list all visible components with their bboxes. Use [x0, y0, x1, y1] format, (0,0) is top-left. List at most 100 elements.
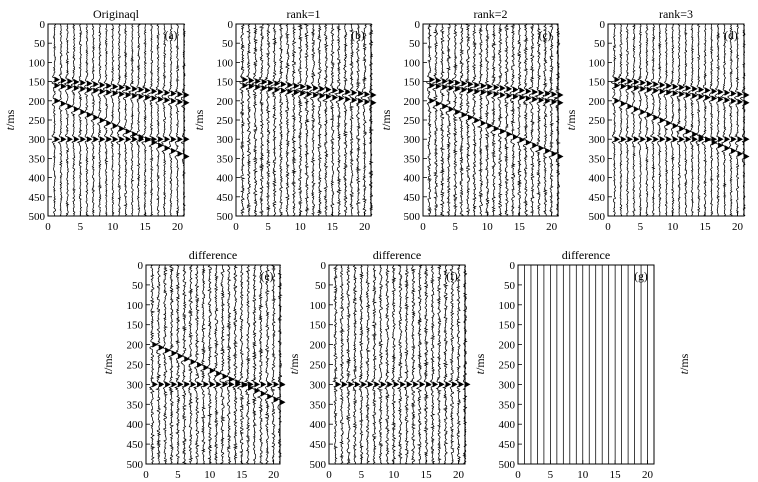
- event-peak-trace-4-event-4: [73, 136, 80, 143]
- event-peak-trace-6-event-1: [184, 356, 190, 363]
- event-peak-trace-15-event-1: [519, 87, 525, 94]
- event-peak-trace-14-event-2: [138, 93, 145, 100]
- trace-11: [212, 264, 221, 465]
- event-peak-trace-7-event-1: [653, 81, 659, 88]
- event-peak-trace-14-event-2: [513, 93, 519, 100]
- trace-12: [121, 23, 131, 217]
- event-peak-trace-7-event-4: [93, 136, 99, 143]
- event-peak-trace-12-event-1: [125, 85, 132, 92]
- x-tick-label: 20: [172, 221, 184, 233]
- trace-19: [541, 23, 551, 217]
- y-tick-label: 350: [29, 153, 46, 165]
- event-peak-trace-3-event-1: [348, 381, 354, 388]
- event-peak-trace-4-event-2: [261, 85, 268, 92]
- event-peak-trace-14-event-2: [698, 93, 705, 100]
- event-peak-trace-18-event-3: [538, 145, 545, 152]
- event-peak-trace-20-event-3: [177, 150, 184, 157]
- event-peak-trace-20-event-1: [273, 396, 280, 403]
- event-peak-trace-11-event-1: [679, 84, 685, 91]
- event-peak-trace-18-event-1: [445, 381, 452, 388]
- trace-6: [643, 23, 653, 217]
- x-tick-label: 5: [548, 469, 554, 481]
- event-peak-trace-5-event-1: [640, 79, 646, 86]
- x-tick-label: 0: [143, 469, 149, 481]
- y-tick-label: 150: [310, 320, 327, 332]
- event-peak-trace-7-event-1: [281, 81, 287, 88]
- trace-8: [377, 264, 386, 465]
- event-peak-trace-5-event-2: [268, 85, 274, 92]
- trace-14: [415, 264, 424, 465]
- event-peak-trace-13-event-2: [319, 92, 326, 99]
- axis-title-unit: /ms: [473, 353, 487, 371]
- trace-10: [109, 23, 118, 217]
- event-peak-trace-21-event-3: [558, 153, 564, 160]
- x-tick-label: 0: [605, 221, 611, 233]
- y-tick-label: 350: [310, 399, 327, 411]
- event-peak-trace-15-event-2: [519, 94, 525, 101]
- event-peak-trace-15-event-1: [426, 381, 432, 388]
- x-tick-label: 5: [78, 221, 84, 233]
- event-peak-trace-13-event-2: [132, 92, 138, 99]
- y-tick-label: 50: [132, 280, 144, 292]
- event-peak-trace-7-event-2: [468, 87, 474, 94]
- event-peak-trace-8-event-2: [197, 381, 203, 388]
- event-peak-trace-14-event-2: [326, 93, 332, 100]
- y-axis-title-f: t/ms: [287, 353, 301, 374]
- panel-title: difference: [189, 248, 237, 262]
- x-tick-label: 20: [453, 469, 465, 481]
- event-peak-trace-20-event-3: [737, 150, 744, 157]
- x-tick-label: 0: [420, 221, 426, 233]
- event-peak-trace-18-event-1: [260, 390, 267, 397]
- event-peak-trace-21-event-1: [184, 92, 190, 99]
- event-peak-trace-21-event-2: [558, 99, 564, 106]
- event-peak-trace-3-event-1: [165, 347, 171, 354]
- x-tick-label: 15: [610, 469, 622, 481]
- event-peak-trace-11-event-1: [400, 381, 406, 388]
- event-peak-trace-21-event-1: [371, 92, 377, 99]
- event-peak-trace-13-event-1: [692, 85, 698, 92]
- event-peak-trace-3-event-4: [67, 136, 73, 143]
- y-tick-label: 200: [217, 96, 234, 108]
- trace-6: [270, 23, 279, 217]
- y-tick-label: 0: [40, 19, 46, 31]
- event-peak-trace-19-event-3: [731, 147, 737, 154]
- y-tick-label: 250: [127, 360, 144, 372]
- trace-1: [426, 23, 435, 217]
- trace-7: [277, 23, 286, 217]
- axis-title-unit: /ms: [564, 109, 578, 127]
- trace-20: [360, 23, 370, 217]
- trace-15: [141, 23, 153, 217]
- trace-13: [409, 264, 418, 465]
- panel-label: (b): [351, 30, 365, 42]
- trace-18: [442, 264, 451, 465]
- event-peak-trace-5-event-1: [361, 381, 367, 388]
- y-tick-label: 400: [499, 419, 516, 431]
- x-tick-label: 20: [268, 469, 280, 481]
- y-tick-label: 0: [228, 19, 234, 31]
- y-tick-label: 400: [589, 173, 606, 185]
- event-peak-trace-6-event-1: [367, 381, 374, 388]
- trace-12: [309, 23, 319, 217]
- event-peak-trace-2-event-2: [248, 83, 255, 90]
- y-tick-label: 350: [499, 399, 516, 411]
- event-peak-trace-10-event-3: [487, 122, 493, 129]
- event-peak-trace-20-event-4: [177, 136, 184, 143]
- y-tick-label: 200: [589, 96, 606, 108]
- event-peak-trace-6-event-2: [646, 86, 653, 93]
- event-peak-trace-19-event-3: [545, 147, 551, 154]
- trace-10: [206, 264, 216, 465]
- event-peak-trace-13-event-3: [132, 131, 138, 138]
- event-peak-trace-1-event-1: [335, 381, 341, 388]
- y-tick-label: 450: [589, 192, 606, 204]
- event-peak-trace-5-event-1: [268, 79, 274, 86]
- event-peak-trace-19-event-1: [358, 90, 364, 97]
- event-peak-trace-13-event-2: [228, 381, 235, 388]
- y-tick-label: 350: [127, 399, 144, 411]
- event-peak-trace-6-event-2: [86, 86, 93, 93]
- trace-1: [239, 23, 248, 217]
- trace-4: [257, 23, 267, 217]
- x-tick-label: 0: [233, 221, 239, 233]
- event-peak-trace-15-event-4: [705, 136, 711, 143]
- trace-4: [445, 23, 454, 217]
